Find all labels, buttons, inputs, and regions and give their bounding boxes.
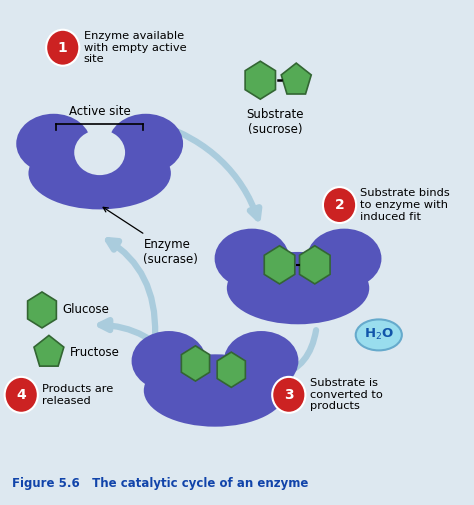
Polygon shape [27, 292, 56, 328]
Text: H$_2$O: H$_2$O [364, 327, 394, 342]
Text: 4: 4 [17, 388, 26, 402]
Polygon shape [34, 335, 64, 366]
Text: Glucose: Glucose [63, 304, 109, 317]
Ellipse shape [109, 114, 183, 174]
Polygon shape [182, 346, 210, 381]
Ellipse shape [215, 229, 289, 288]
Text: 3: 3 [284, 388, 293, 402]
Text: Fructose: Fructose [70, 346, 119, 359]
Circle shape [272, 377, 305, 413]
Polygon shape [300, 246, 330, 284]
Text: 1: 1 [58, 41, 68, 55]
Ellipse shape [224, 331, 299, 391]
Circle shape [46, 30, 79, 66]
Text: Substrate
(sucrose): Substrate (sucrose) [246, 108, 304, 136]
Text: 2: 2 [335, 198, 345, 212]
Text: Active site: Active site [69, 105, 130, 118]
Polygon shape [264, 246, 295, 284]
Text: Products are
released: Products are released [42, 384, 113, 406]
Circle shape [5, 377, 38, 413]
Ellipse shape [16, 114, 91, 174]
Ellipse shape [132, 331, 206, 391]
Text: Substrate is
converted to
products: Substrate is converted to products [310, 378, 383, 412]
Ellipse shape [74, 130, 125, 175]
Ellipse shape [28, 137, 171, 210]
Ellipse shape [307, 229, 382, 288]
Text: Figure 5.6   The catalytic cycle of an enzyme: Figure 5.6 The catalytic cycle of an enz… [12, 477, 309, 490]
Text: Enzyme
(sucrase): Enzyme (sucrase) [103, 208, 198, 266]
Polygon shape [217, 352, 246, 387]
Polygon shape [245, 61, 275, 99]
Ellipse shape [144, 355, 286, 427]
Polygon shape [281, 63, 311, 94]
Ellipse shape [356, 320, 402, 350]
Text: Enzyme available
with empty active
site: Enzyme available with empty active site [83, 31, 186, 64]
Text: Substrate binds
to enzyme with
induced fit: Substrate binds to enzyme with induced f… [360, 188, 450, 222]
Ellipse shape [227, 252, 369, 324]
Circle shape [323, 187, 356, 223]
